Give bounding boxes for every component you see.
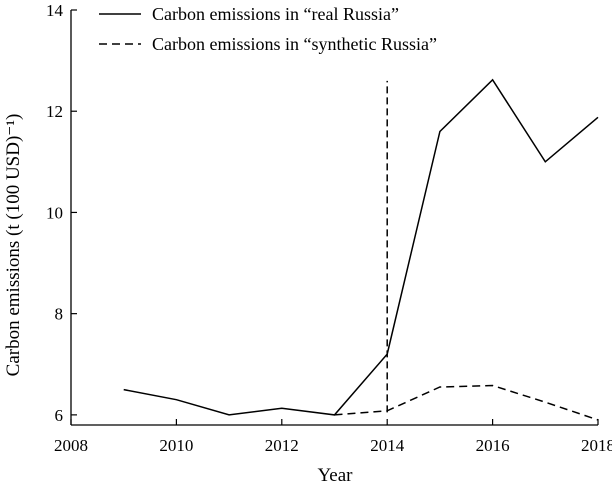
x-tick-label: 2014 (370, 436, 405, 455)
series-line-real-russia (123, 78, 599, 416)
x-tick-label: 2016 (476, 436, 510, 455)
x-tick-label: 2018 (581, 436, 612, 455)
x-axis-title: Year (317, 465, 353, 485)
y-tick-label: 6 (55, 406, 64, 425)
y-tick-label: 8 (55, 305, 64, 324)
axes: 2008 2010 2012 2014 2016 2018 6 8 10 12 14 (46, 1, 612, 455)
x-tick-label: 2008 (54, 436, 88, 455)
legend: Carbon emissions in “real Russia” Carbon … (99, 4, 437, 54)
x-tick-label: 2010 (159, 436, 193, 455)
y-axis-title: Carbon emissions (t (100 USD)⁻¹) (3, 114, 24, 377)
x-tick-label: 2012 (265, 436, 299, 455)
series-line-synthetic-russia (334, 384, 599, 421)
y-tick-label: 10 (46, 203, 63, 222)
plot-area (123, 78, 599, 421)
legend-label: Carbon emissions in “real Russia” (152, 4, 399, 24)
y-tick-label: 12 (46, 102, 63, 121)
y-tick-label: 14 (46, 1, 64, 20)
legend-label: Carbon emissions in “synthetic Russia” (152, 34, 437, 54)
